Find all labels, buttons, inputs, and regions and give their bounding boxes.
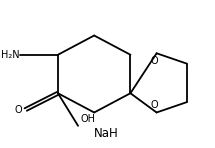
Text: O: O bbox=[151, 56, 158, 66]
Text: O: O bbox=[151, 99, 158, 110]
Text: O: O bbox=[14, 104, 22, 115]
Text: OH: OH bbox=[80, 114, 95, 124]
Text: NaH: NaH bbox=[94, 127, 119, 140]
Text: H₂N: H₂N bbox=[1, 50, 20, 60]
